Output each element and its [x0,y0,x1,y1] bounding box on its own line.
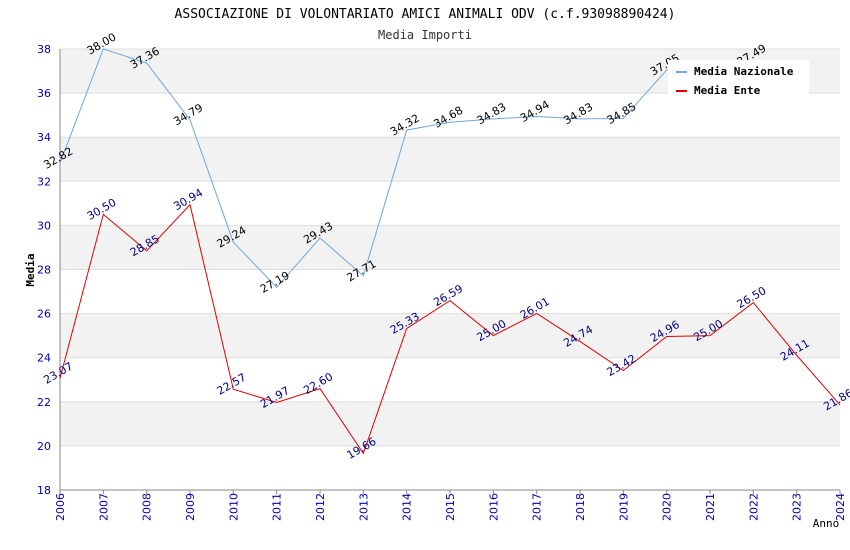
x-tick-label: 2021 [704,493,717,521]
grid-band [60,137,840,182]
x-tick-label: 2022 [747,493,760,521]
x-tick-label: 2006 [54,493,67,521]
y-tick-label: 22 [37,396,51,409]
y-tick-label: 32 [37,175,51,188]
y-tick-label: 28 [37,264,51,277]
x-tick-label: 2008 [141,493,154,521]
y-tick-label: 36 [37,87,51,100]
x-tick-label: 2009 [184,493,197,521]
legend-box [668,60,809,98]
y-tick-label: 30 [37,219,51,232]
legend: Media Nazionale Media Ente [668,60,809,98]
legend-entry: Media Nazionale [694,65,794,78]
y-axis-ticks: 18 20 22 24 26 28 30 32 34 36 38 [37,43,51,497]
y-tick-label: 38 [37,43,51,56]
x-tick-label: 2016 [487,493,500,521]
grid-band [60,313,840,358]
grid-band [60,225,840,270]
x-tick-label: 2012 [314,493,327,521]
x-tick-label: 2024 [834,493,847,521]
x-tick-label: 2014 [401,493,414,521]
x-tick-label: 2013 [357,493,370,521]
legend-entry: Media Ente [694,84,761,97]
x-tick-label: 2011 [271,493,284,521]
series-lines [59,48,841,455]
series-line-media-ente [59,203,841,455]
x-tick-label: 2020 [661,493,674,521]
x-tick-label: 2018 [574,493,587,521]
grid-band [60,401,840,446]
x-tick-label: 2015 [444,493,457,521]
y-axis-label: Media [24,253,37,286]
x-tick-label: 2019 [617,493,630,521]
chart-subtitle: Media Importi [378,28,472,42]
x-axis-label: Anno [813,517,840,530]
x-axis-ticks: 2006 2007 2008 2009 2010 2011 2012 2013 2014 2015… [54,490,847,521]
y-tick-label: 34 [37,131,51,144]
y-tick-label: 18 [37,484,51,497]
x-tick-label: 2023 [791,493,804,521]
y-tick-label: 26 [37,308,51,321]
y-tick-label: 20 [37,440,51,453]
chart-title: ASSOCIAZIONE DI VOLONTARIATO AMICI ANIMA… [175,7,676,22]
x-tick-label: 2017 [531,493,544,521]
y-tick-label: 24 [37,352,51,365]
x-tick-label: 2010 [227,493,240,521]
series-line-media-nazionale [59,48,754,289]
x-tick-label: 2007 [97,493,110,521]
